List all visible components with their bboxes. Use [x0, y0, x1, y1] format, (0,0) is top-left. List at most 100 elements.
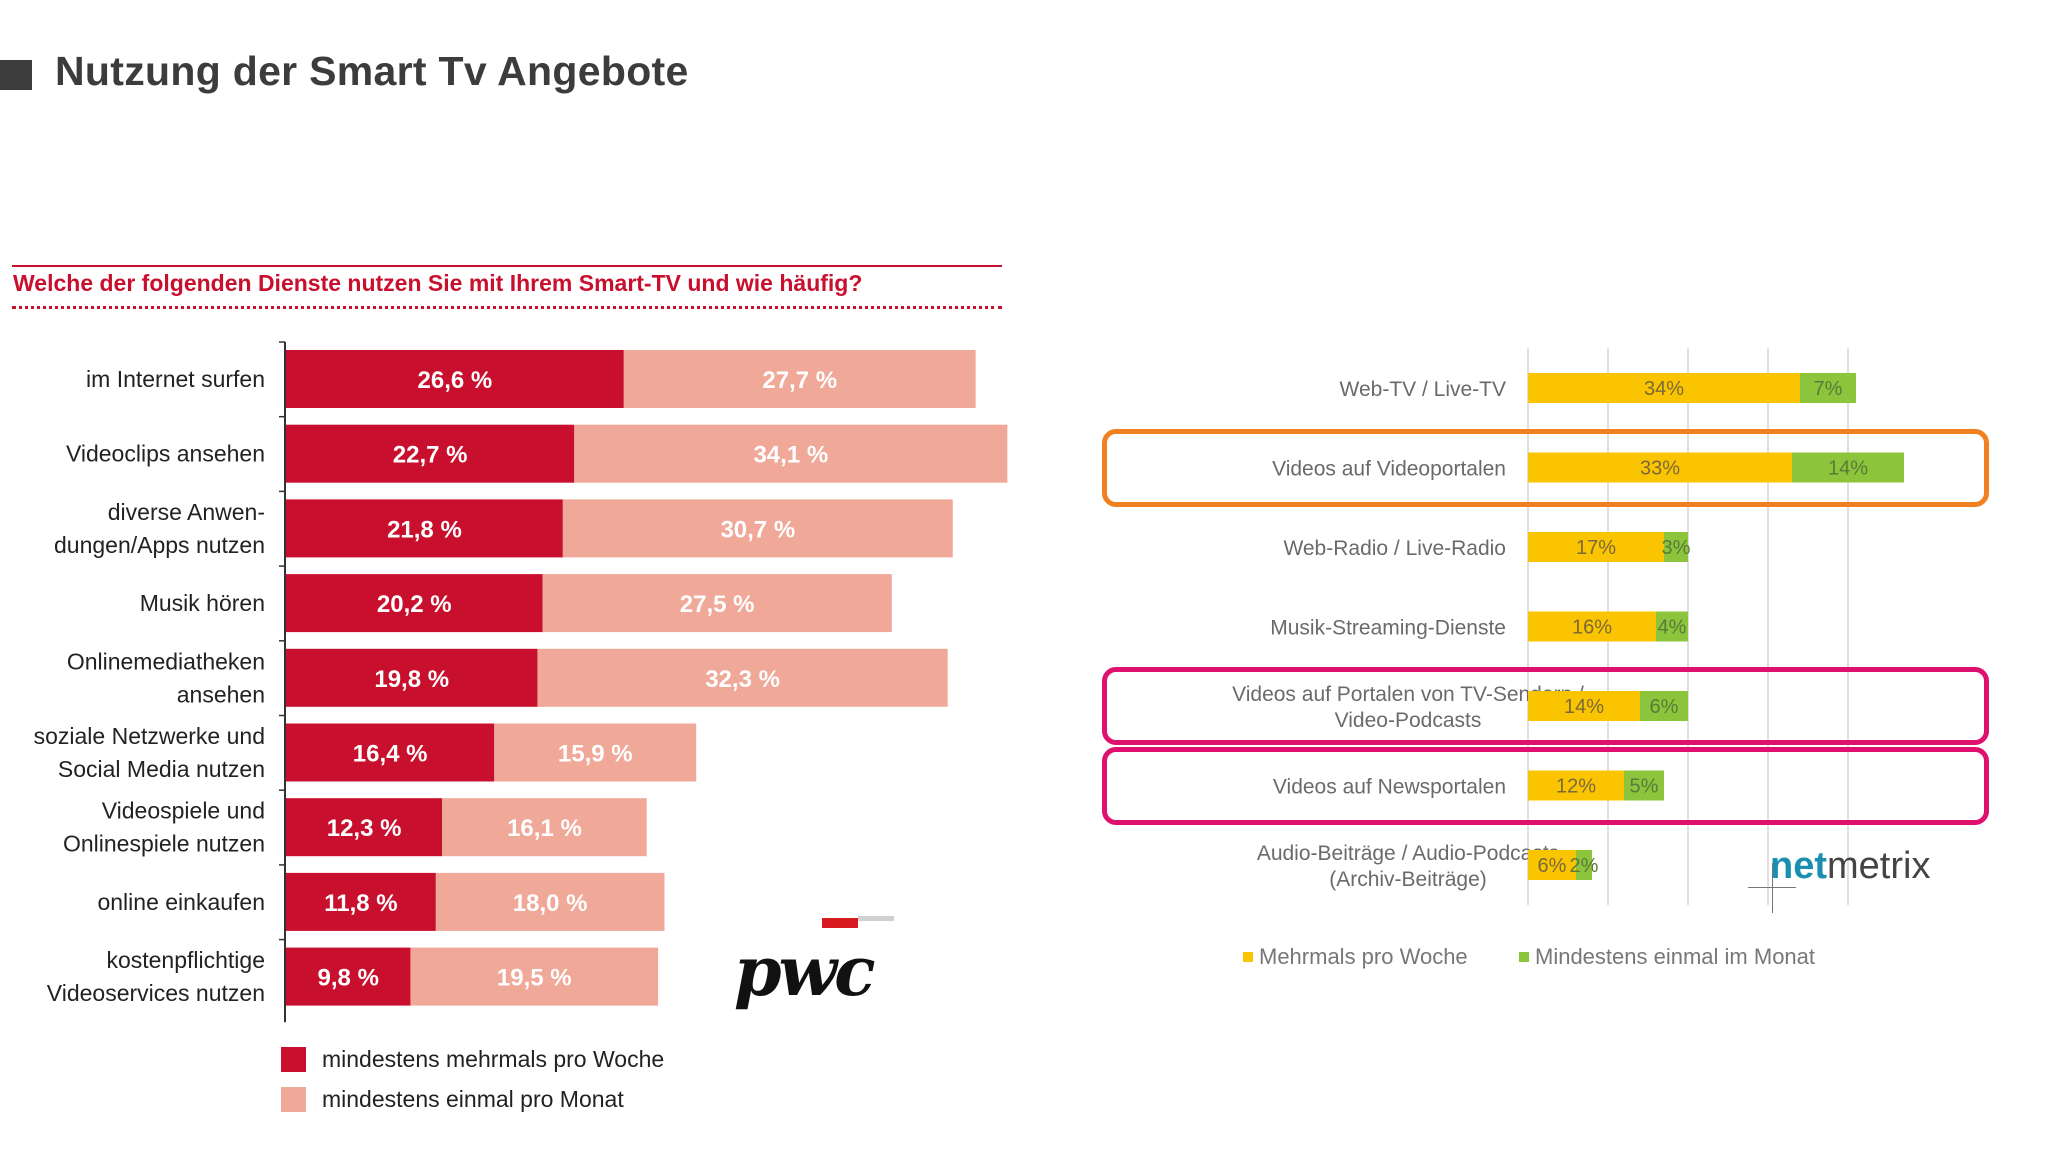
legend-label-2-weekly: Mehrmals pro Woche [1259, 944, 1468, 969]
category-label: Videos auf Portalen von TV-Sendern / [1232, 683, 1584, 706]
category-label: Video-Podcasts [1335, 709, 1482, 732]
bar-weekly [1528, 532, 1664, 562]
legend-swatch-2-monthly [1519, 952, 1529, 962]
bar-monthly [537, 648, 948, 707]
category-label: Videoservices nutzen [47, 980, 265, 1006]
bar-weekly [1528, 452, 1792, 483]
bar-weekly [286, 350, 624, 408]
bar-monthly [1800, 373, 1856, 403]
category-label: diverse Anwen- [108, 499, 265, 525]
bar-weekly [286, 499, 563, 558]
bar-value-label: 3% [1662, 537, 1691, 559]
legend-swatch-2-weekly [1243, 952, 1253, 962]
category-label: Onlinespiele nutzen [63, 831, 265, 857]
page-title: Nutzung der Smart Tv Angebote [55, 48, 689, 94]
bar-weekly [1528, 850, 1576, 880]
bar-value-label: 21,8 % [387, 516, 462, 543]
netmetrix-logo-net: net [1770, 845, 1827, 887]
chart-1-title: Welche der folgenden Dienste nutzen Sie … [13, 270, 863, 296]
category-label: online einkaufen [97, 889, 265, 915]
bar-monthly [542, 574, 892, 633]
category-label: im Internet surfen [86, 366, 265, 392]
legend-1-item-weekly: mindestens mehrmals pro Woche [281, 1046, 664, 1073]
chart-left: im Internet surfen 26,6 % 27,7 % Videoclips… [34, 341, 1008, 1023]
bar-value-label: 4% [1658, 617, 1687, 639]
category-label: (Archiv-Beiträge) [1329, 868, 1487, 891]
bar-value-label: 30,7 % [720, 516, 795, 543]
bar-value-label: 12,3 % [327, 815, 402, 842]
highlight-frame [1102, 667, 1989, 745]
bar-value-label: 7% [1814, 378, 1843, 400]
bar-value-label: 19,8 % [374, 666, 449, 693]
bar-value-label: 6% [1650, 696, 1679, 718]
legend-2-item-monthly: Mindestens einmal im Monat [1519, 944, 1815, 970]
category-label: Social Media nutzen [58, 756, 265, 782]
bar-value-label: 9,8 % [318, 965, 379, 992]
bar-value-label: 27,7 % [762, 367, 837, 394]
bar-weekly [286, 947, 411, 1006]
category-label: ansehen [177, 681, 265, 707]
legend-swatch-weekly [281, 1047, 306, 1072]
legend-label-2-monthly: Mindestens einmal im Monat [1535, 944, 1816, 969]
pwc-logo-bar-grey [858, 916, 894, 921]
legend-2-item-weekly: Mehrmals pro Woche [1243, 944, 1468, 970]
bar-value-label: 17% [1576, 537, 1616, 559]
bar-value-label: 12% [1556, 776, 1596, 798]
category-label: Musik-Streaming-Dienste [1270, 617, 1506, 640]
bar-monthly [410, 947, 659, 1006]
category-label: Videos auf Videoportalen [1272, 458, 1506, 481]
bar-monthly [1664, 532, 1688, 562]
bar-value-label: 20,2 % [377, 591, 452, 618]
bar-weekly [286, 648, 538, 707]
bar-value-label: 19,5 % [497, 965, 572, 992]
highlight-frame [1102, 428, 1989, 507]
bar-value-label: 27,5 % [680, 591, 755, 618]
legend-label-weekly: mindestens mehrmals pro Woche [322, 1046, 665, 1072]
netmetrix-logo-crosshair-v [1772, 863, 1773, 913]
category-label: soziale Netzwerke und [34, 723, 265, 749]
bar-value-label: 5% [1630, 776, 1659, 798]
category-label: Web-TV / Live-TV [1340, 378, 1506, 401]
bar-value-label: 2% [1570, 855, 1599, 877]
bar-monthly [494, 723, 697, 782]
bar-monthly [435, 872, 665, 931]
bar-monthly [562, 499, 953, 558]
category-label: Web-Radio / Live-Radio [1283, 537, 1506, 560]
legend-label-monthly: mindestens einmal pro Monat [322, 1086, 624, 1112]
highlight-frame [1102, 746, 1989, 825]
netmetrix-logo-metrix: metrix [1827, 845, 1931, 887]
bar-value-label: 22,7 % [393, 442, 468, 469]
bar-value-label: 26,6 % [418, 367, 493, 394]
bar-value-label: 6% [1538, 855, 1567, 877]
bar-value-label: 16% [1572, 617, 1612, 639]
bar-value-label: 16,4 % [353, 741, 428, 768]
category-label: Videoclips ansehen [66, 441, 265, 467]
pwc-logo: pwc [734, 912, 904, 1012]
bar-monthly [1640, 691, 1688, 721]
category-label: Onlinemediatheken [67, 648, 265, 674]
bar-monthly [1576, 850, 1592, 880]
chart-right: Web-TV / Live-TV 34% 7% Videos auf Videopor… [1232, 348, 1904, 905]
bar-value-label: 14% [1828, 458, 1868, 480]
bar-weekly [1528, 691, 1640, 721]
bar-weekly [1528, 373, 1800, 403]
bar-weekly [286, 424, 575, 483]
netmetrix-logo: netmetrix [1748, 845, 1931, 913]
bar-weekly [1528, 611, 1656, 642]
bar-monthly [1624, 770, 1664, 801]
bar-monthly [1792, 452, 1904, 483]
bar-monthly [574, 424, 1008, 483]
bar-value-label: 34,1 % [753, 442, 828, 469]
bar-value-label: 34% [1644, 378, 1684, 400]
question-rule-dotted [12, 306, 1002, 309]
bar-value-label: 15,9 % [558, 741, 633, 768]
question-rule-top [12, 265, 1002, 267]
category-label: Videospiele und [102, 798, 265, 824]
bar-weekly [286, 798, 443, 857]
bar-weekly [286, 872, 436, 931]
bar-monthly [442, 798, 647, 857]
bar-value-label: 32,3 % [705, 666, 780, 693]
bar-monthly [623, 350, 976, 408]
legend-swatch-monthly [281, 1087, 306, 1112]
bar-value-label: 18,0 % [513, 890, 588, 917]
